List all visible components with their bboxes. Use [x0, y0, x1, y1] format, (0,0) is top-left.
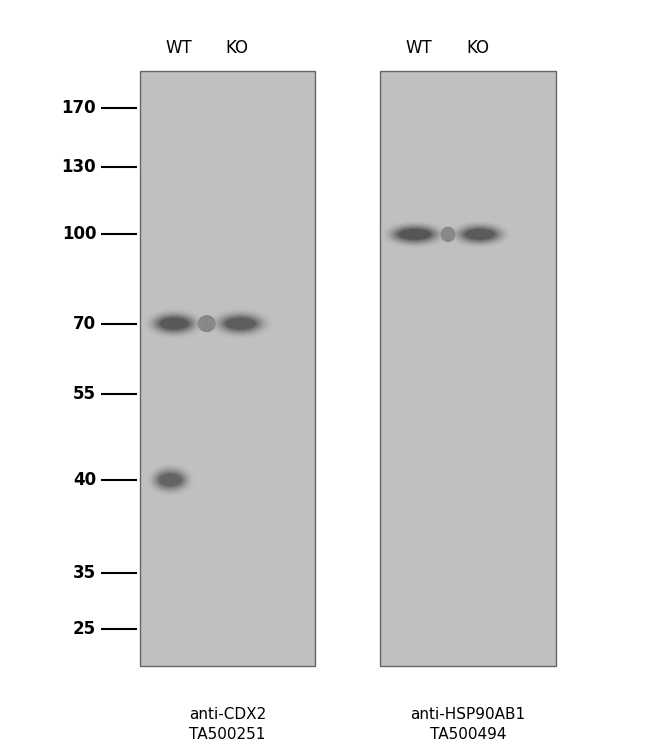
- Ellipse shape: [150, 466, 191, 494]
- Text: 70: 70: [73, 315, 96, 333]
- Text: 35: 35: [73, 564, 96, 582]
- Ellipse shape: [383, 222, 447, 247]
- Text: 55: 55: [73, 385, 96, 403]
- Ellipse shape: [213, 311, 268, 336]
- Ellipse shape: [452, 222, 507, 246]
- Ellipse shape: [220, 315, 261, 333]
- Ellipse shape: [159, 473, 182, 487]
- Text: 170: 170: [62, 99, 96, 117]
- Ellipse shape: [441, 227, 456, 242]
- Text: anti-CDX2
TA500251: anti-CDX2 TA500251: [189, 707, 266, 742]
- Ellipse shape: [398, 229, 431, 240]
- Ellipse shape: [150, 312, 198, 335]
- Ellipse shape: [148, 311, 200, 336]
- Ellipse shape: [225, 318, 256, 330]
- Text: KO: KO: [466, 39, 489, 57]
- Ellipse shape: [455, 224, 504, 245]
- Ellipse shape: [144, 308, 205, 339]
- Ellipse shape: [198, 315, 216, 333]
- Ellipse shape: [153, 313, 196, 334]
- Ellipse shape: [465, 229, 495, 240]
- Ellipse shape: [448, 220, 512, 248]
- Ellipse shape: [146, 310, 203, 338]
- FancyBboxPatch shape: [140, 71, 315, 666]
- Ellipse shape: [391, 225, 439, 243]
- Ellipse shape: [155, 470, 185, 490]
- Ellipse shape: [458, 225, 502, 243]
- Ellipse shape: [159, 318, 189, 330]
- Ellipse shape: [460, 226, 500, 243]
- Text: anti-HSP90AB1
TA500494: anti-HSP90AB1 TA500494: [410, 707, 526, 742]
- Text: 40: 40: [73, 471, 96, 489]
- Ellipse shape: [393, 226, 436, 243]
- Ellipse shape: [148, 464, 193, 496]
- Text: KO: KO: [226, 39, 249, 57]
- Ellipse shape: [388, 224, 441, 245]
- Ellipse shape: [153, 469, 187, 491]
- Ellipse shape: [157, 316, 191, 331]
- Text: WT: WT: [406, 39, 433, 57]
- Ellipse shape: [155, 315, 194, 333]
- Text: 25: 25: [73, 620, 96, 638]
- Text: 100: 100: [62, 225, 96, 243]
- Ellipse shape: [208, 308, 273, 339]
- FancyBboxPatch shape: [380, 71, 556, 666]
- Ellipse shape: [462, 228, 497, 241]
- Ellipse shape: [146, 463, 195, 497]
- Text: WT: WT: [165, 39, 192, 57]
- Ellipse shape: [157, 472, 184, 488]
- Ellipse shape: [381, 220, 448, 248]
- Ellipse shape: [215, 312, 266, 335]
- Ellipse shape: [218, 313, 263, 334]
- Ellipse shape: [385, 222, 444, 246]
- Ellipse shape: [450, 222, 509, 247]
- Ellipse shape: [222, 316, 259, 331]
- Text: 130: 130: [62, 158, 96, 176]
- Ellipse shape: [151, 467, 189, 493]
- Ellipse shape: [396, 228, 434, 241]
- Ellipse shape: [211, 310, 270, 338]
